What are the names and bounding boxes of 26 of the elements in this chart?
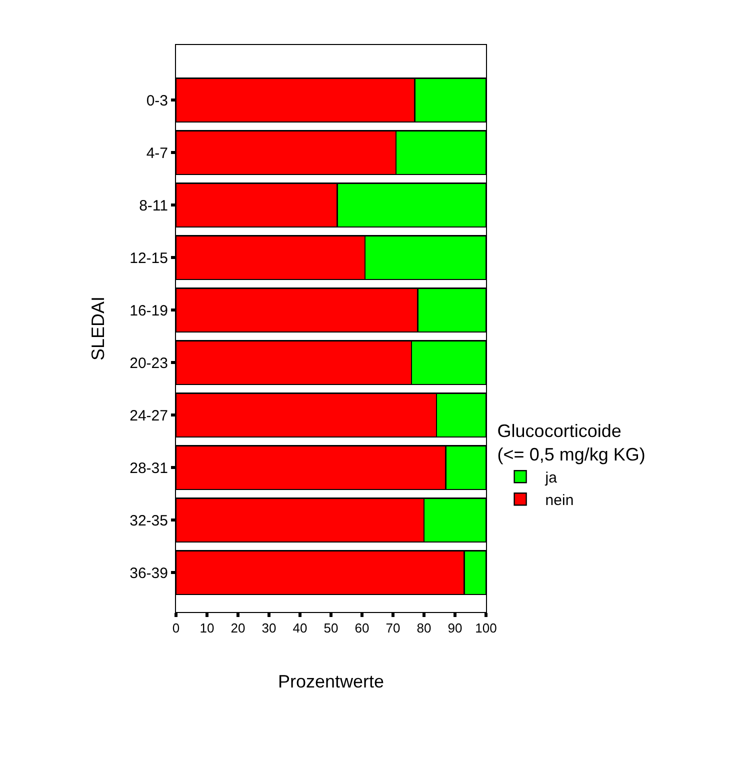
- x-tick-label: 50: [324, 620, 338, 636]
- y-tick-label: 36-39: [130, 564, 168, 582]
- y-axis-title: SLEDAI: [88, 296, 108, 361]
- x-tick-label: 40: [292, 620, 308, 636]
- legend-title: Glucocorticoide (<= 0,5 mg/kg KG): [497, 420, 646, 464]
- x-tick-label: 70: [386, 620, 400, 636]
- y-tick-label: 12-15: [130, 250, 168, 267]
- y-tick-label: 16-19: [130, 302, 168, 320]
- x-tick-label: 10: [200, 620, 214, 636]
- x-tick-label: 20: [230, 620, 246, 636]
- x-tick-label: 0: [172, 620, 180, 636]
- x-tick-label: 100: [475, 620, 497, 636]
- legend-label: ja: [544, 469, 558, 486]
- x-tick-label: 80: [416, 620, 432, 636]
- y-tick-label: 32-35: [130, 512, 168, 530]
- x-tick-label: 90: [448, 620, 462, 636]
- y-tick-label: 28-31: [130, 460, 168, 477]
- y-tick-label: 4-7: [146, 144, 168, 162]
- legend-label: nein: [545, 492, 574, 509]
- x-tick-label: 60: [354, 620, 370, 636]
- y-tick-label: 24-27: [130, 407, 168, 424]
- x-axis-title: Prozentwerte: [278, 672, 384, 692]
- y-tick-label: 0-3: [146, 92, 168, 110]
- y-tick-label: 20-23: [130, 354, 168, 372]
- x-tick-label: 30: [262, 620, 276, 636]
- y-tick-label: 8-11: [139, 197, 168, 214]
